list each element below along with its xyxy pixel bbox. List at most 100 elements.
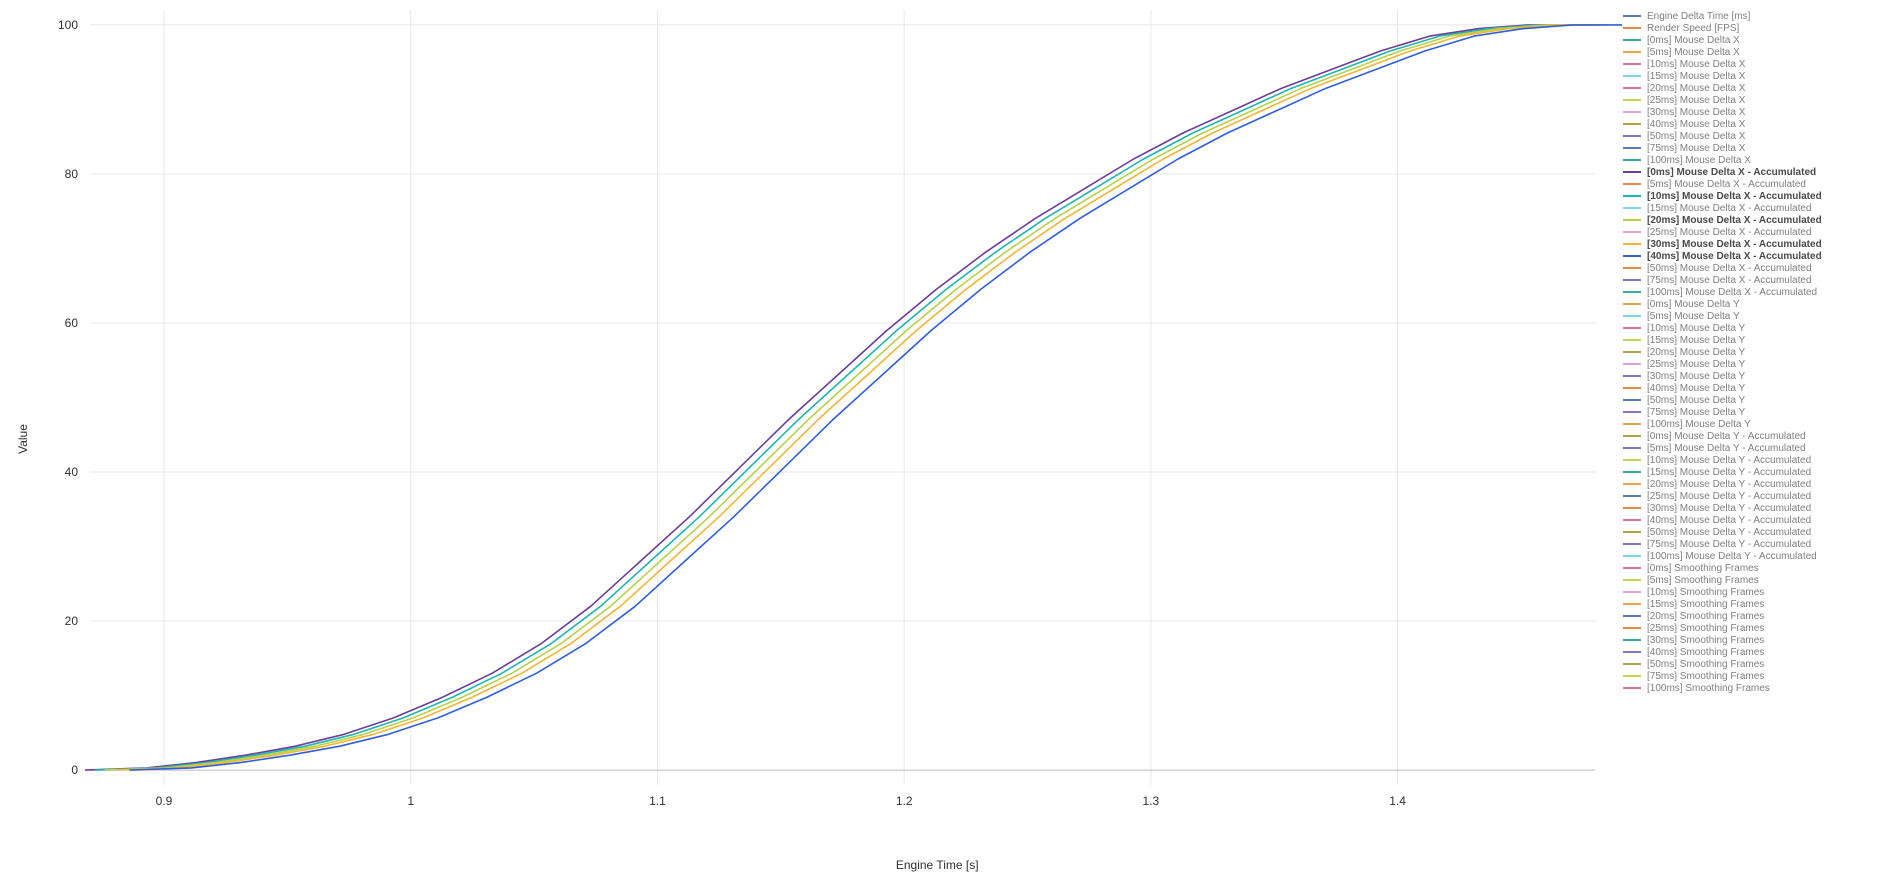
series-line[interactable] xyxy=(115,25,1608,770)
legend-item[interactable]: [5ms] Smoothing Frames xyxy=(1623,574,1883,586)
legend-item[interactable]: [75ms] Smoothing Frames xyxy=(1623,670,1883,682)
legend-swatch xyxy=(1623,531,1641,533)
legend-item[interactable]: [50ms] Mouse Delta X xyxy=(1623,130,1883,142)
legend-swatch xyxy=(1623,567,1641,569)
plot-svg[interactable]: 0204060801000.911.11.21.31.4 xyxy=(0,0,1891,878)
legend-item[interactable]: [25ms] Mouse Delta X xyxy=(1623,94,1883,106)
legend-item[interactable]: [15ms] Mouse Delta Y xyxy=(1623,334,1883,346)
legend-item[interactable]: [20ms] Mouse Delta Y xyxy=(1623,346,1883,358)
legend-item[interactable]: [25ms] Mouse Delta Y xyxy=(1623,358,1883,370)
legend-item[interactable]: [100ms] Smoothing Frames xyxy=(1623,682,1883,694)
legend-swatch xyxy=(1623,543,1641,545)
legend-label: [15ms] Mouse Delta X - Accumulated xyxy=(1647,203,1812,214)
series-line[interactable] xyxy=(130,25,1623,770)
legend-item[interactable]: [15ms] Smoothing Frames xyxy=(1623,598,1883,610)
legend-item[interactable]: [30ms] Mouse Delta Y xyxy=(1623,370,1883,382)
legend-label: [5ms] Mouse Delta Y - Accumulated xyxy=(1647,443,1806,454)
legend-item[interactable]: [25ms] Mouse Delta X - Accumulated xyxy=(1623,226,1883,238)
legend-item[interactable]: [0ms] Smoothing Frames xyxy=(1623,562,1883,574)
y-tick-label: 40 xyxy=(65,465,79,479)
legend-item[interactable]: Render Speed [FPS] xyxy=(1623,22,1883,34)
legend-item[interactable]: [75ms] Mouse Delta X - Accumulated xyxy=(1623,274,1883,286)
legend-item[interactable]: [50ms] Mouse Delta Y xyxy=(1623,394,1883,406)
legend-item[interactable]: [0ms] Mouse Delta X xyxy=(1623,34,1883,46)
legend-item[interactable]: [15ms] Mouse Delta X xyxy=(1623,70,1883,82)
legend-label: [75ms] Mouse Delta Y xyxy=(1647,407,1745,418)
legend-item[interactable]: [30ms] Mouse Delta X xyxy=(1623,106,1883,118)
legend-item[interactable]: [40ms] Mouse Delta X xyxy=(1623,118,1883,130)
legend-item[interactable]: [20ms] Mouse Delta X - Accumulated xyxy=(1623,214,1883,226)
legend-label: [40ms] Mouse Delta X xyxy=(1647,119,1745,130)
legend-item[interactable]: [40ms] Mouse Delta Y - Accumulated xyxy=(1623,514,1883,526)
legend-swatch xyxy=(1623,267,1641,269)
legend-swatch xyxy=(1623,63,1641,65)
legend-swatch xyxy=(1623,675,1641,677)
y-tick-label: 20 xyxy=(65,614,79,628)
legend-item[interactable]: [15ms] Mouse Delta Y - Accumulated xyxy=(1623,466,1883,478)
legend-item[interactable]: [30ms] Mouse Delta X - Accumulated xyxy=(1623,238,1883,250)
legend-label: [100ms] Mouse Delta Y xyxy=(1647,419,1751,430)
legend-label: [10ms] Mouse Delta Y - Accumulated xyxy=(1647,455,1811,466)
legend-item[interactable]: [20ms] Mouse Delta Y - Accumulated xyxy=(1623,478,1883,490)
series-line[interactable] xyxy=(105,25,1598,770)
legend-item[interactable]: [20ms] Mouse Delta X xyxy=(1623,82,1883,94)
legend-item[interactable]: [50ms] Smoothing Frames xyxy=(1623,658,1883,670)
legend-swatch xyxy=(1623,27,1641,29)
legend-swatch xyxy=(1623,351,1641,353)
legend-label: [15ms] Mouse Delta Y xyxy=(1647,335,1745,346)
legend-item[interactable]: [5ms] Mouse Delta X - Accumulated xyxy=(1623,178,1883,190)
legend-item[interactable]: [0ms] Mouse Delta Y xyxy=(1623,298,1883,310)
series-line[interactable] xyxy=(85,25,1578,770)
legend-item[interactable]: [30ms] Smoothing Frames xyxy=(1623,634,1883,646)
legend-label: Engine Delta Time [ms] xyxy=(1647,11,1750,22)
legend-item[interactable]: [10ms] Mouse Delta X xyxy=(1623,58,1883,70)
legend-item[interactable]: Engine Delta Time [ms] xyxy=(1623,10,1883,22)
legend-item[interactable]: [75ms] Mouse Delta Y xyxy=(1623,406,1883,418)
legend-item[interactable]: [40ms] Mouse Delta X - Accumulated xyxy=(1623,250,1883,262)
legend-item[interactable]: [100ms] Mouse Delta Y - Accumulated xyxy=(1623,550,1883,562)
legend-label: [5ms] Mouse Delta X xyxy=(1647,47,1740,58)
legend-label: [25ms] Mouse Delta X xyxy=(1647,95,1745,106)
legend-item[interactable]: [25ms] Smoothing Frames xyxy=(1623,622,1883,634)
legend-label: [20ms] Mouse Delta Y xyxy=(1647,347,1745,358)
legend-label: [0ms] Mouse Delta Y - Accumulated xyxy=(1647,431,1806,442)
legend-item[interactable]: [100ms] Mouse Delta X - Accumulated xyxy=(1623,286,1883,298)
legend-item[interactable]: [15ms] Mouse Delta X - Accumulated xyxy=(1623,202,1883,214)
legend-label: [40ms] Mouse Delta Y - Accumulated xyxy=(1647,515,1811,526)
legend-swatch xyxy=(1623,663,1641,665)
legend-item[interactable]: [100ms] Mouse Delta Y xyxy=(1623,418,1883,430)
legend-item[interactable]: [40ms] Smoothing Frames xyxy=(1623,646,1883,658)
legend-swatch xyxy=(1623,603,1641,605)
legend-item[interactable]: [10ms] Mouse Delta Y - Accumulated xyxy=(1623,454,1883,466)
legend-swatch xyxy=(1623,399,1641,401)
legend-label: [0ms] Smoothing Frames xyxy=(1647,563,1759,574)
legend-label: [10ms] Smoothing Frames xyxy=(1647,587,1764,598)
legend-label: [20ms] Smoothing Frames xyxy=(1647,611,1764,622)
legend-swatch xyxy=(1623,615,1641,617)
legend-swatch xyxy=(1623,219,1641,221)
legend-item[interactable]: [10ms] Mouse Delta X - Accumulated xyxy=(1623,190,1883,202)
legend-item[interactable]: [30ms] Mouse Delta Y - Accumulated xyxy=(1623,502,1883,514)
series-line[interactable] xyxy=(95,25,1588,770)
legend-item[interactable]: [75ms] Mouse Delta X xyxy=(1623,142,1883,154)
legend-item[interactable]: [100ms] Mouse Delta X xyxy=(1623,154,1883,166)
legend-item[interactable]: [40ms] Mouse Delta Y xyxy=(1623,382,1883,394)
legend-item[interactable]: [5ms] Mouse Delta Y xyxy=(1623,310,1883,322)
legend-item[interactable]: [5ms] Mouse Delta Y - Accumulated xyxy=(1623,442,1883,454)
legend-item[interactable]: [5ms] Mouse Delta X xyxy=(1623,46,1883,58)
legend-item[interactable]: [50ms] Mouse Delta X - Accumulated xyxy=(1623,262,1883,274)
legend-swatch xyxy=(1623,255,1641,257)
legend-swatch xyxy=(1623,87,1641,89)
legend-item[interactable]: [0ms] Mouse Delta Y - Accumulated xyxy=(1623,430,1883,442)
legend-item[interactable]: [10ms] Smoothing Frames xyxy=(1623,586,1883,598)
legend-item[interactable]: [50ms] Mouse Delta Y - Accumulated xyxy=(1623,526,1883,538)
legend-item[interactable]: [75ms] Mouse Delta Y - Accumulated xyxy=(1623,538,1883,550)
legend-item[interactable]: [10ms] Mouse Delta Y xyxy=(1623,322,1883,334)
x-tick-label: 1.2 xyxy=(896,794,913,808)
legend-item[interactable]: [25ms] Mouse Delta Y - Accumulated xyxy=(1623,490,1883,502)
legend-item[interactable]: [0ms] Mouse Delta X - Accumulated xyxy=(1623,166,1883,178)
legend-label: [30ms] Mouse Delta Y - Accumulated xyxy=(1647,503,1811,514)
legend-item[interactable]: [20ms] Smoothing Frames xyxy=(1623,610,1883,622)
legend-swatch xyxy=(1623,495,1641,497)
legend-swatch xyxy=(1623,339,1641,341)
